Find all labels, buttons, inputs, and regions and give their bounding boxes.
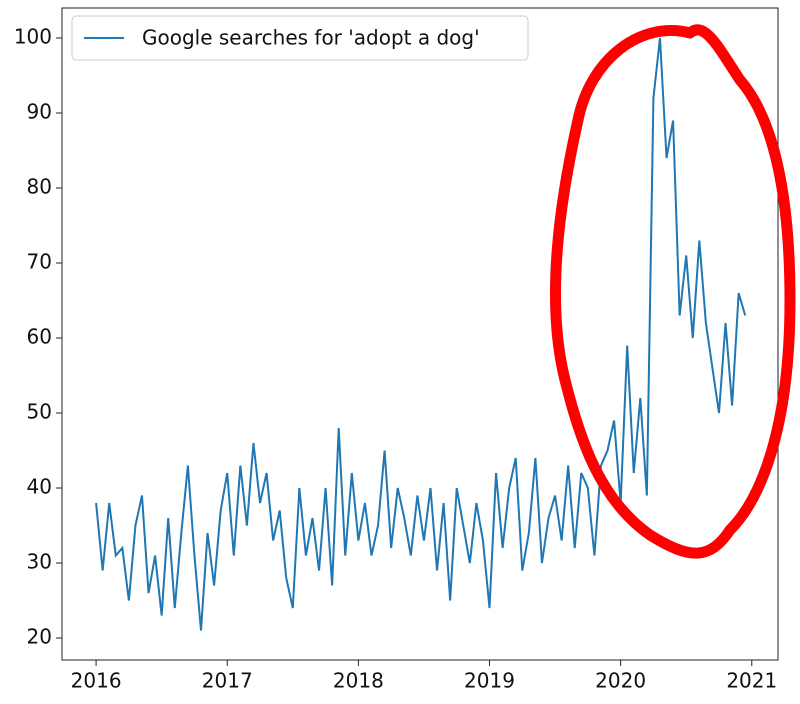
- y-tick-label: 40: [27, 475, 52, 499]
- y-tick-label: 60: [27, 325, 52, 349]
- y-tick-label: 70: [27, 250, 52, 274]
- x-tick-label: 2018: [333, 669, 384, 693]
- y-tick-label: 90: [27, 100, 52, 124]
- x-tick-label: 2020: [595, 669, 646, 693]
- y-tick-label: 30: [27, 550, 52, 574]
- legend-box: [71, 15, 529, 61]
- y-tick-label: 100: [14, 25, 52, 49]
- data-line: [95, 37, 747, 631]
- plot-frame: [61, 7, 779, 661]
- legend-label: Google searches for 'adopt a dog': [142, 26, 480, 50]
- x-tick-label: 2017: [202, 669, 253, 693]
- x-tick-label: 2021: [726, 669, 777, 693]
- y-tick-label: 50: [27, 400, 52, 424]
- y-tick-label: 80: [27, 175, 52, 199]
- x-tick-label: 2016: [71, 669, 122, 693]
- y-tick-label: 20: [27, 625, 52, 649]
- x-tick-label: 2019: [464, 669, 515, 693]
- legend: Google searches for 'adopt a dog': [71, 15, 529, 61]
- red-circle-annotation: [549, 24, 796, 559]
